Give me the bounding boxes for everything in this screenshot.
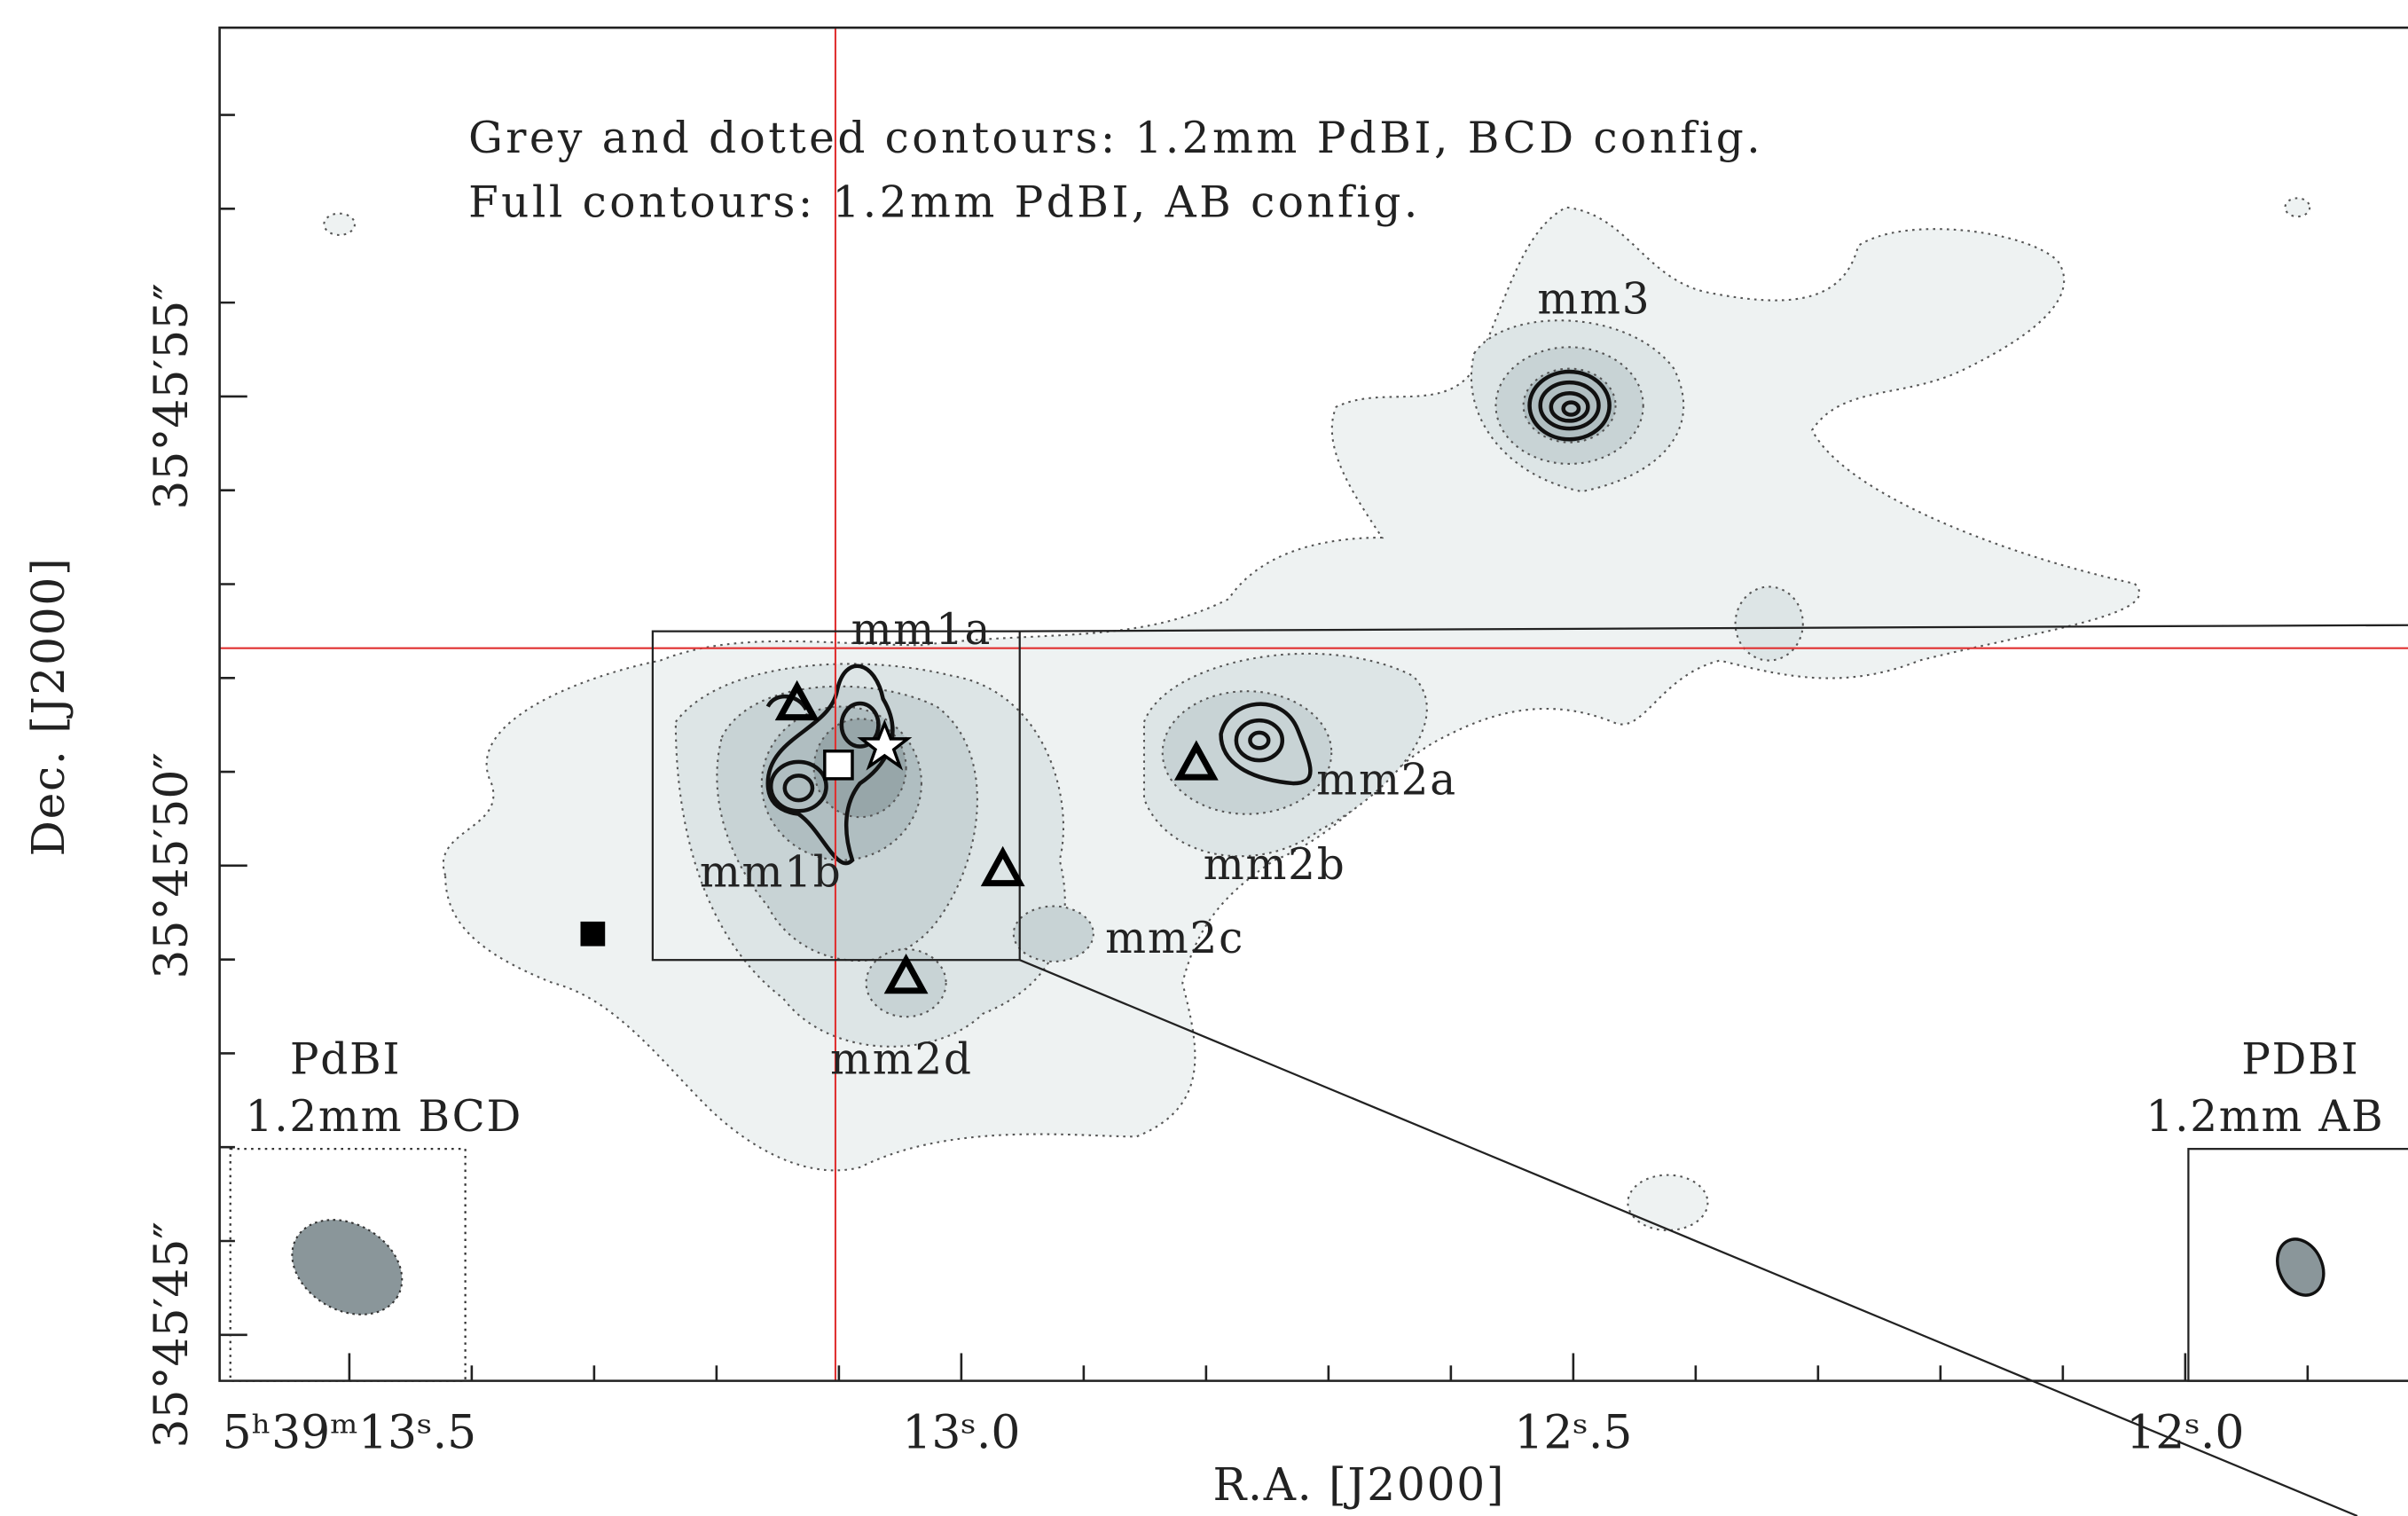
beam-label: 1.2mm AB — [2146, 1092, 2385, 1142]
x-tick-label: 12ˢ.0 — [2126, 1406, 2244, 1459]
page: {"chart_data": { "type": "contour-map", … — [0, 0, 2408, 1516]
square-marker — [825, 751, 852, 779]
contour — [1524, 369, 1616, 443]
x-axis-title: R.A. [J2000] — [1212, 1458, 1505, 1511]
beam-label: PdBI — [290, 1035, 401, 1085]
bcd-contours — [324, 198, 2310, 1230]
figure: Grey and dotted contours: 1.2mm PdBI, BC… — [0, 0, 2408, 1516]
contour — [1628, 1175, 1707, 1230]
contour — [1014, 907, 1094, 962]
source-label: mm1a — [851, 605, 992, 655]
beam — [275, 1201, 419, 1334]
y-tick-label: 35°45′55″ — [145, 283, 199, 509]
beam-label: PDBI — [2241, 1035, 2359, 1085]
source-label: mm2d — [830, 1035, 973, 1085]
y-tick-label: 35°45′50″ — [145, 752, 199, 978]
x-tick-label: 12ˢ.5 — [1514, 1406, 1632, 1459]
annotation: Grey and dotted contours: 1.2mm PdBI, BC… — [468, 114, 1763, 163]
square-marker — [581, 922, 606, 947]
x-tick-label: 5ʰ39ᵐ13ˢ.5 — [223, 1406, 477, 1459]
x-tick-label: 13ˢ.0 — [902, 1406, 1020, 1459]
source-label: mm2b — [1204, 840, 1346, 890]
contour — [324, 214, 355, 235]
beam — [2269, 1231, 2333, 1302]
y-tick-label: 35°45′45″ — [145, 1221, 199, 1448]
y-axis-title: Dec. [J2000] — [22, 557, 75, 857]
source-label: mm1b — [700, 847, 843, 897]
source-label: mm3 — [1537, 275, 1651, 325]
source-label: mm2a — [1316, 756, 1457, 805]
contour — [2285, 198, 2310, 216]
contour — [1736, 586, 1803, 660]
beam-label: 1.2mm BCD — [246, 1092, 522, 1142]
annotation: Full contours: 1.2mm PdBI, AB config. — [468, 178, 1421, 228]
source-label: mm2c — [1105, 914, 1244, 963]
